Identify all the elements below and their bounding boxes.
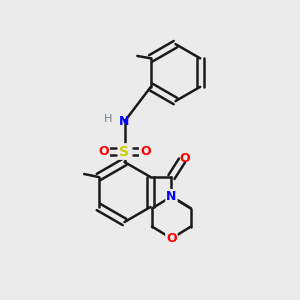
- Text: S: S: [119, 145, 130, 158]
- Text: N: N: [119, 115, 130, 128]
- Text: O: O: [98, 145, 109, 158]
- Text: O: O: [166, 232, 177, 245]
- Text: H: H: [104, 114, 112, 124]
- Text: O: O: [140, 145, 151, 158]
- Text: N: N: [166, 190, 177, 203]
- Text: O: O: [179, 152, 190, 165]
